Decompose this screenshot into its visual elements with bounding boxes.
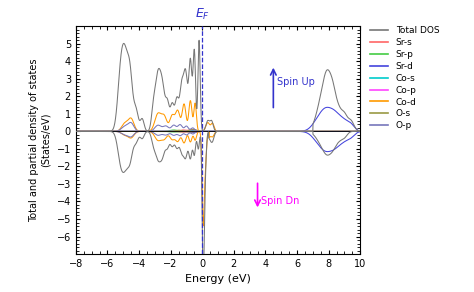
Text: $\mathit{E}_F$: $\mathit{E}_F$ [195, 7, 210, 22]
Text: Spin Up: Spin Up [277, 77, 315, 87]
X-axis label: Energy (eV): Energy (eV) [185, 274, 251, 284]
Legend: Total DOS, Sr-s, Sr-p, Sr-d, Co-s, Co-p, Co-d, O-s, O-p: Total DOS, Sr-s, Sr-p, Sr-d, Co-s, Co-p,… [371, 26, 439, 130]
Y-axis label: Total and partial density of states
(States/eV): Total and partial density of states (Sta… [29, 58, 51, 222]
Text: Spin Dn: Spin Dn [262, 196, 300, 206]
